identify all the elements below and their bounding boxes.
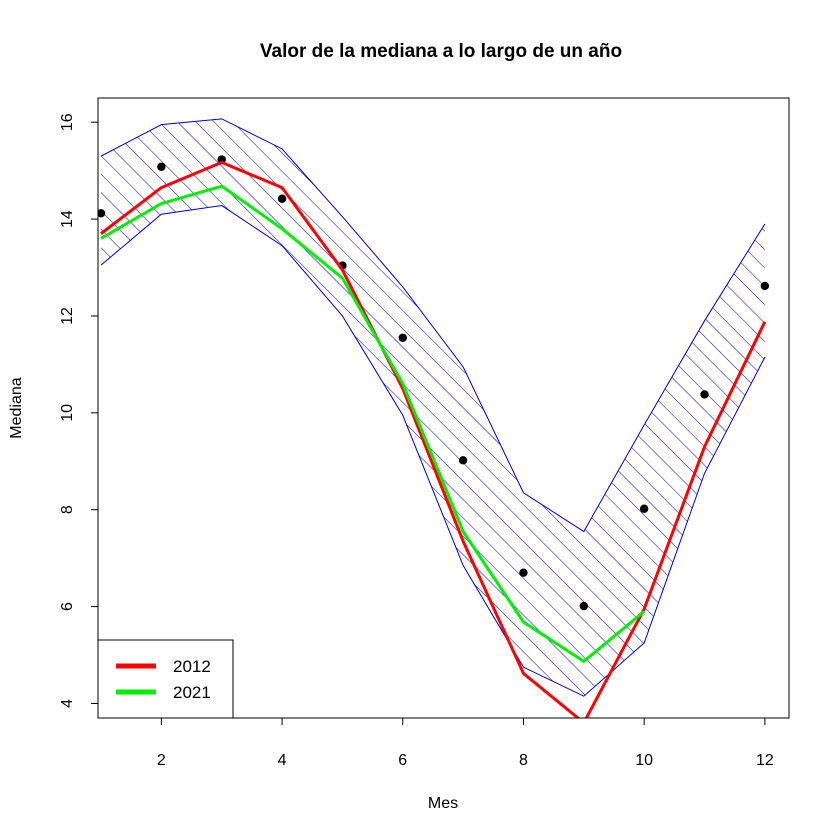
data-point: [157, 162, 166, 171]
data-point: [639, 504, 649, 513]
data-point: [458, 456, 468, 465]
data-point: [217, 155, 226, 164]
points: [98, 155, 770, 611]
data-point: [98, 209, 106, 218]
x-tick-label: 8: [519, 752, 528, 769]
series-lines: [100, 160, 767, 718]
y-tick-label: 12: [59, 307, 76, 325]
data-point: [277, 194, 287, 203]
legend-label-2012: 2012: [173, 657, 211, 676]
data-point: [398, 333, 407, 342]
data-point: [579, 601, 589, 611]
x-axis: 2 4 6 8 10 12: [157, 717, 774, 769]
x-tick-label: 10: [635, 752, 653, 769]
legend-label-2021: 2021: [173, 683, 211, 702]
series-line-2021: [100, 184, 646, 663]
x-tick-label: 12: [756, 752, 774, 769]
y-tick-label: 10: [59, 404, 76, 422]
y-tick-label: 16: [59, 113, 76, 131]
band-upper-line: [100, 118, 766, 533]
y-axis: 4 6 8 10 12 14 16: [59, 113, 99, 708]
legend-box: [97, 639, 234, 719]
chart-title: Valor de la mediana a lo largo de un año: [260, 41, 622, 62]
y-tick-label: 6: [59, 602, 76, 611]
y-tick-label: 4: [59, 699, 76, 708]
data-point: [700, 390, 709, 399]
data-point: [519, 568, 528, 577]
y-axis-label: Mediana: [8, 377, 25, 438]
plot-area: [98, 118, 770, 718]
x-tick-label: 2: [157, 752, 166, 769]
data-point: [760, 281, 770, 291]
y-tick-label: 14: [59, 210, 76, 228]
series-line-2012: [100, 160, 767, 718]
x-tick-label: 4: [278, 752, 287, 769]
x-tick-label: 6: [398, 752, 407, 769]
band-hatch: [101, 118, 765, 697]
x-axis-label: Mes: [428, 795, 458, 812]
legend: 2012 2021: [97, 639, 234, 719]
band-lower-line: [100, 205, 766, 697]
y-tick-label: 8: [59, 505, 76, 514]
